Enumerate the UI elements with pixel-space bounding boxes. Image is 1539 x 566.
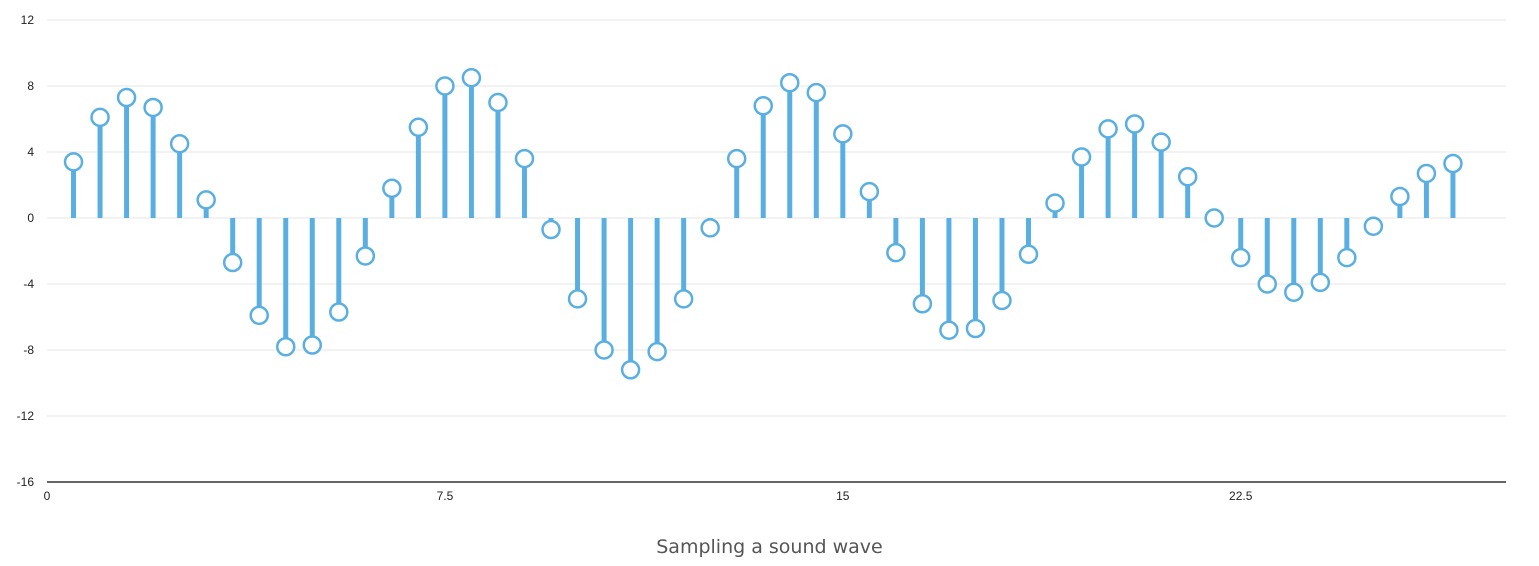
stem-marker <box>1177 167 1198 187</box>
stem-marker <box>1018 244 1039 265</box>
stem-marker <box>700 218 720 238</box>
stem-marker <box>594 340 614 360</box>
stem-marker <box>567 289 588 309</box>
stem-marker <box>302 335 323 355</box>
stem-marker <box>859 181 880 202</box>
y-tick-label: 4 <box>27 145 34 159</box>
stem-marker <box>1124 114 1145 134</box>
y-tick-label: 12 <box>21 13 35 27</box>
stem-marker <box>620 360 641 380</box>
y-tick-label: -12 <box>17 409 35 423</box>
stem-marker <box>461 68 482 88</box>
stem-marker <box>806 82 827 103</box>
stem-marker <box>1310 272 1331 293</box>
x-tick-label: 7.5 <box>437 489 454 503</box>
grid-lines <box>47 19 1506 417</box>
stem-marker <box>647 341 667 362</box>
stem-marker <box>143 97 163 118</box>
y-tick-label: -8 <box>23 343 34 357</box>
stem-marker <box>1337 247 1357 268</box>
stem-marker <box>1416 163 1437 184</box>
stem-marker <box>275 336 296 357</box>
stem-marker <box>382 178 402 199</box>
x-tick-label: 15 <box>836 489 850 503</box>
stem-marker <box>965 318 986 339</box>
stem-marker <box>780 72 800 93</box>
y-tick-label: -4 <box>23 277 34 291</box>
stem-marker <box>1204 208 1224 228</box>
stem-marker <box>169 134 190 154</box>
stem-marker <box>222 252 243 273</box>
stem-marker <box>196 190 216 210</box>
y-tick-label: 8 <box>27 79 34 93</box>
stem-marker <box>488 92 508 113</box>
stem-marker <box>1045 193 1065 213</box>
stem-marker <box>1098 119 1118 139</box>
stem-marker <box>63 152 84 172</box>
stem-marker <box>833 124 853 144</box>
stem-marker <box>1071 147 1092 167</box>
stem-marker <box>90 107 110 128</box>
stem-marker <box>541 219 561 240</box>
stem-marker <box>939 320 959 340</box>
stem-series <box>63 68 1463 380</box>
stem-marker <box>249 305 269 326</box>
stem-marker <box>1230 247 1251 268</box>
chart-caption: Sampling a sound wave <box>656 536 883 558</box>
x-tick-label: 22.5 <box>1229 489 1253 503</box>
x-tick-label: 0 <box>44 489 51 503</box>
stem-marker <box>753 96 773 116</box>
stem-marker <box>1151 132 1171 152</box>
stem-marker <box>329 302 349 322</box>
stem-marker <box>1257 274 1278 294</box>
stem-marker <box>435 76 455 96</box>
stem-marker <box>992 290 1012 311</box>
y-tick-label: -16 <box>17 475 35 489</box>
stem-marker <box>514 148 535 169</box>
stem-marker <box>1390 186 1410 207</box>
y-axis-ticks: 12 8 4 0 -4 -8 -12 -16 <box>17 13 35 489</box>
stem-marker <box>1363 216 1384 236</box>
stem-marker <box>116 87 137 108</box>
x-axis-ticks: 0 7.5 15 22.5 <box>44 489 1253 503</box>
stem-marker <box>886 242 906 263</box>
y-tick-label: 0 <box>27 211 34 225</box>
stem-marker <box>912 294 933 314</box>
stem-marker <box>1284 282 1304 302</box>
stem-marker <box>726 148 747 169</box>
stem-marker <box>408 117 429 137</box>
stem-marker <box>1443 153 1463 174</box>
stem-marker <box>355 246 376 266</box>
stem-marker <box>673 289 694 309</box>
